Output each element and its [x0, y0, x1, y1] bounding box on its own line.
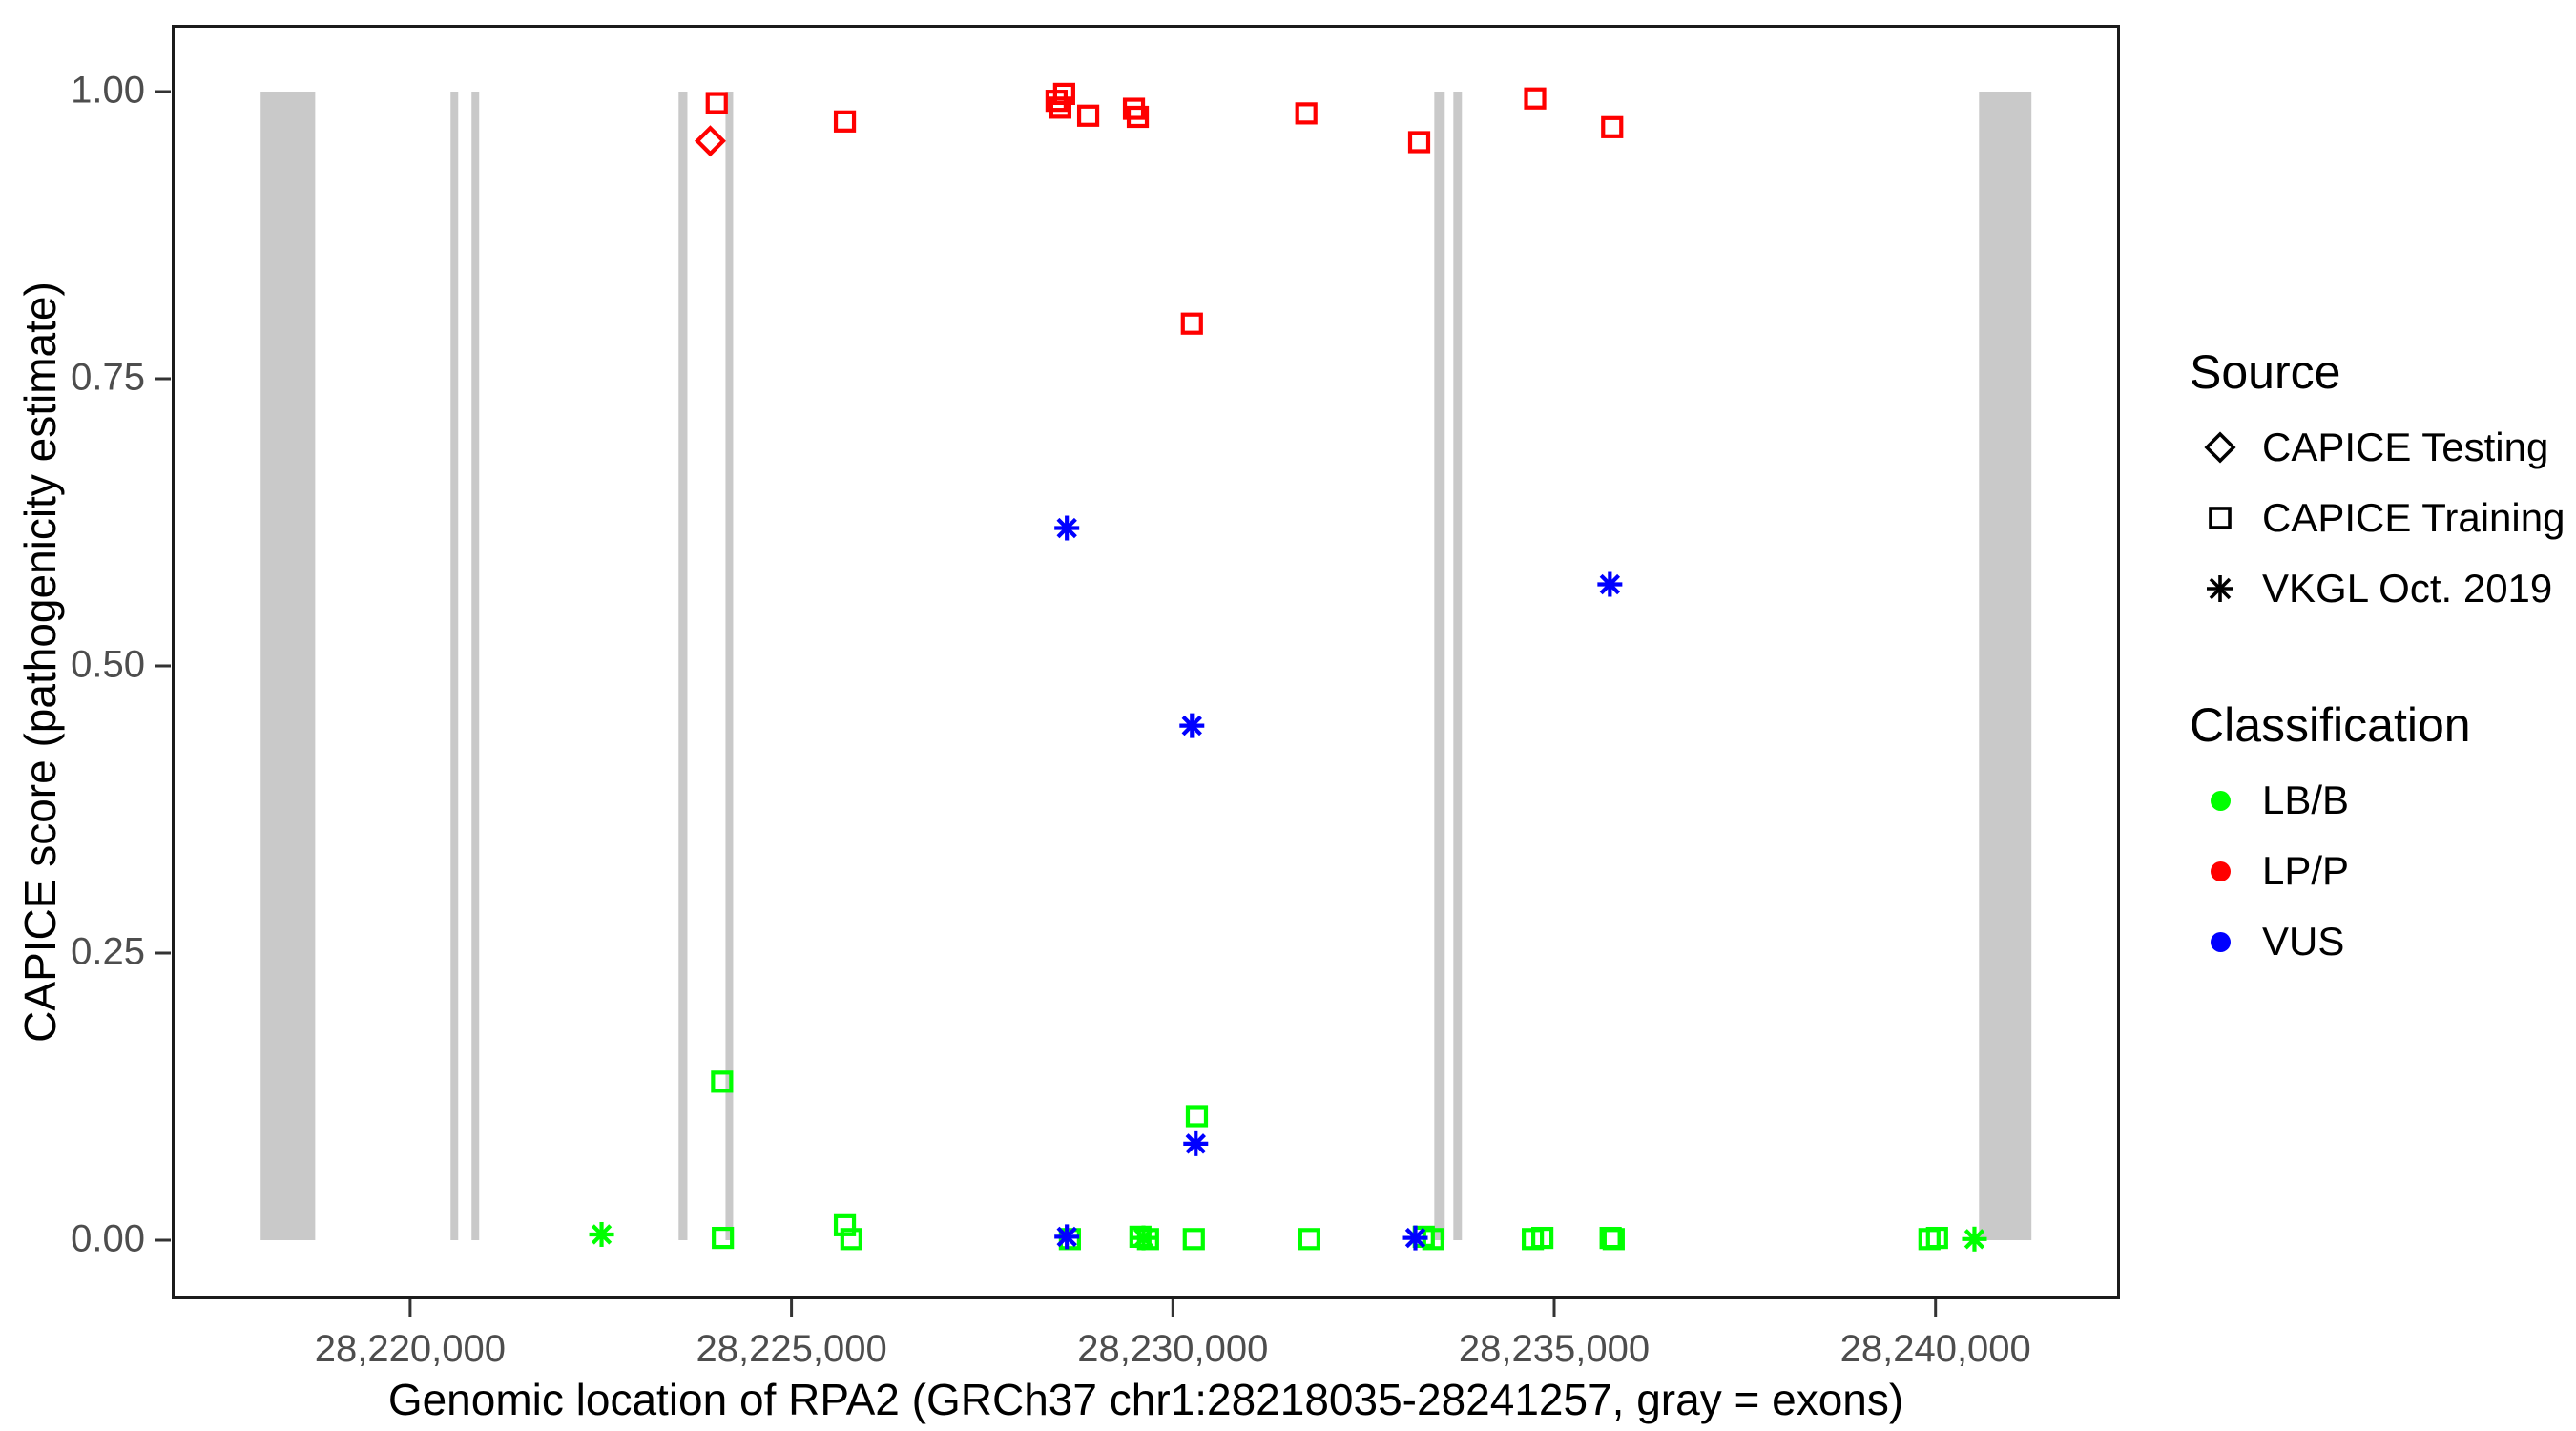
- data-point-diamond: [694, 125, 726, 157]
- y-tick-label: 1.00: [71, 69, 145, 112]
- exon-bar: [1434, 92, 1445, 1240]
- data-point-asterisk: [1179, 713, 1205, 738]
- exon-bar: [678, 92, 688, 1240]
- data-point-square: [1049, 96, 1071, 119]
- legend-label: VKGL Oct. 2019: [2262, 566, 2553, 611]
- legend-item-lbb: LB/B: [2190, 765, 2576, 836]
- data-point-square: [1524, 87, 1547, 110]
- legend-label: VUS: [2262, 919, 2345, 964]
- data-point-square: [840, 1228, 862, 1251]
- data-point-square: [1407, 131, 1431, 154]
- x-tick-label: 28,230,000: [1077, 1328, 1269, 1370]
- red-dot-icon: [2190, 861, 2251, 881]
- legend: Source CAPICE Testing CAPICE Training: [2190, 345, 2576, 977]
- legend-label: CAPICE Testing: [2262, 425, 2549, 469]
- diamond-icon: [2190, 421, 2251, 474]
- legend-label: CAPICE Training: [2262, 495, 2566, 540]
- data-point-asterisk: [589, 1221, 614, 1247]
- legend-group-source: Source CAPICE Testing CAPICE Training: [2190, 345, 2576, 624]
- data-point-square: [833, 1213, 857, 1236]
- legend-classification-title: Classification: [2190, 698, 2471, 752]
- exon-bar: [471, 92, 480, 1240]
- data-point-square: [1058, 1228, 1081, 1251]
- data-point-square: [1295, 102, 1318, 125]
- exon-bar: [1979, 92, 2032, 1240]
- exon-bar: [260, 92, 316, 1240]
- green-dot-icon: [2190, 790, 2251, 811]
- legend-item-lpp: LP/P: [2190, 836, 2576, 906]
- blue-dot-icon: [2190, 931, 2251, 952]
- data-point-square: [1182, 1228, 1205, 1251]
- legend-item-vkgl: VKGL Oct. 2019: [2190, 553, 2576, 624]
- legend-item-capice-testing: CAPICE Testing: [2190, 412, 2576, 483]
- y-tick-label: 0.50: [71, 643, 145, 686]
- y-tick-label: 0.00: [71, 1217, 145, 1260]
- legend-group-classification: Classification LB/B LP/P VUS: [2190, 698, 2576, 977]
- data-point-asterisk: [1054, 1224, 1080, 1250]
- data-point-square: [1180, 312, 1203, 335]
- x-tick-label: 28,240,000: [1839, 1328, 2031, 1370]
- data-point-square: [711, 1070, 734, 1093]
- legend-source-title: Source: [2190, 345, 2341, 399]
- legend-label: LP/P: [2262, 848, 2350, 893]
- square-icon: [2190, 491, 2251, 545]
- data-point-square: [1531, 1226, 1554, 1250]
- asterisk-icon: [2190, 562, 2251, 615]
- data-point-asterisk: [1402, 1225, 1428, 1251]
- exon-bar: [450, 92, 459, 1240]
- x-axis-title: Genomic location of RPA2 (GRCh37 chr1:28…: [387, 1375, 1904, 1424]
- y-tick-label: 0.75: [71, 356, 145, 399]
- data-point-asterisk: [1183, 1130, 1209, 1156]
- data-point-asterisk: [1131, 1225, 1156, 1251]
- data-point-square: [833, 110, 857, 133]
- legend-item-vus: VUS: [2190, 906, 2576, 977]
- data-point-square: [1298, 1228, 1320, 1251]
- x-tick-label: 28,220,000: [314, 1328, 506, 1370]
- x-tick-label: 28,235,000: [1458, 1328, 1651, 1370]
- exon-bar: [725, 92, 734, 1240]
- data-point-asterisk: [1054, 515, 1080, 541]
- panel-border: [172, 25, 2120, 1299]
- data-point-square: [712, 1226, 735, 1250]
- data-point-square: [1925, 1226, 1948, 1250]
- data-point-asterisk: [1597, 571, 1623, 597]
- legend-item-capice-training: CAPICE Training: [2190, 483, 2576, 553]
- exon-bar: [1453, 92, 1463, 1240]
- legend-label: LB/B: [2262, 778, 2350, 822]
- data-point-square: [1052, 82, 1075, 106]
- data-point-square: [705, 92, 728, 114]
- y-tick-label: 0.25: [71, 930, 145, 973]
- data-point-square: [1126, 105, 1150, 129]
- data-point-asterisk: [1962, 1226, 1987, 1252]
- data-point-square: [1601, 115, 1624, 138]
- data-point-square: [1076, 104, 1100, 127]
- data-point-square: [1185, 1105, 1209, 1128]
- x-tick-label: 28,225,000: [696, 1328, 887, 1370]
- data-point-square: [1602, 1228, 1625, 1251]
